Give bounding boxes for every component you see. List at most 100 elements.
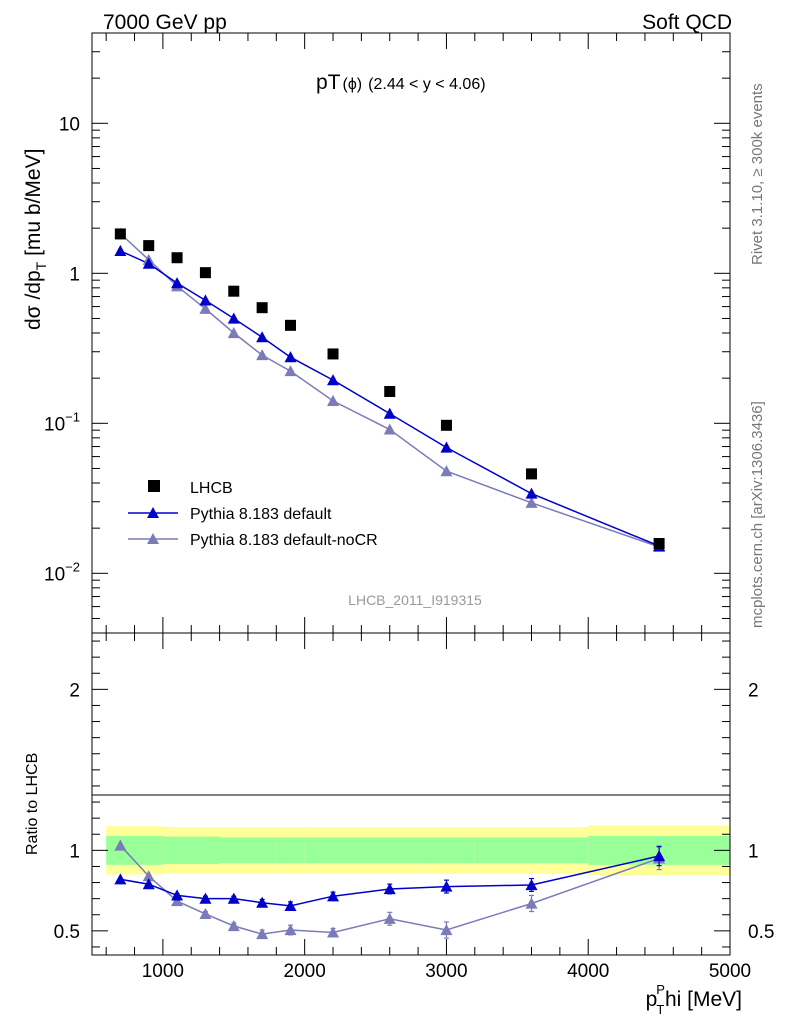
main-point-default [440, 441, 453, 453]
ratio-point-nocr [383, 912, 396, 924]
x-tick-label: 3000 [425, 961, 467, 982]
ratio-point-default [256, 896, 269, 908]
ratio-band-inner [474, 837, 589, 864]
main-series-markers [114, 227, 666, 552]
legend-marker-nocr [147, 533, 159, 544]
main-y-tick-base: 10 [44, 414, 65, 435]
main-point-lhcb [228, 285, 240, 297]
main-point-nocr [227, 327, 240, 339]
ratio-uncertainty-bands [106, 825, 730, 876]
x-tick-label: 4000 [567, 961, 609, 982]
ratio-y-tick-label-left: 0.5 [54, 922, 80, 943]
main-point-lhcb [114, 228, 126, 240]
ratio-y-tick-label-right: 0.5 [748, 922, 774, 943]
ratio-line-nocr [119, 844, 660, 935]
x-tick-label: 1000 [142, 961, 184, 982]
ratio-point-nocr [171, 895, 184, 907]
plot-title-phi: (ϕ) [343, 76, 363, 93]
main-point-nocr [284, 365, 297, 377]
main-point-nocr [440, 465, 453, 477]
y-label-main-unit: [mu b/MeV] [22, 149, 45, 262]
main-plot-frame [91, 32, 731, 634]
y-label-main-sub: T [33, 261, 49, 270]
ratio-y-tick-label-right: 1 [748, 841, 759, 862]
ratio-point-default [440, 880, 453, 892]
main-point-lhcb [384, 385, 396, 397]
ratio-band-inner [247, 837, 277, 864]
ratio-series-lines [119, 844, 660, 935]
ratio-point-nocr [114, 839, 127, 851]
main-point-default [114, 244, 127, 257]
main-line-nocr [119, 233, 660, 548]
main-point-default [327, 374, 340, 386]
legend-marker-default [147, 507, 159, 518]
mcplots-note: mcplots.cern.ch [arXiv:1306.3436] [749, 401, 766, 628]
main-point-nocr [327, 394, 340, 407]
x-label-p: p [646, 988, 658, 1011]
main-point-default [525, 487, 538, 499]
ratio-band-inner [191, 836, 220, 865]
ratio-point-default [383, 882, 396, 895]
ratio-point-nocr [227, 920, 240, 932]
ratio-point-nocr [440, 924, 453, 936]
main-y-tick-label: 10−1 [44, 409, 80, 435]
x-label-sup: P [656, 982, 665, 997]
x-axis-label: pTPhi [MeV] [646, 982, 742, 1017]
x-tick-label: 5000 [709, 961, 751, 982]
analysis-id: LHCB_2011_I919315 [348, 592, 482, 608]
main-point-lhcb [199, 267, 211, 279]
legend-label-lhcb: LHCB [190, 480, 233, 497]
ratio-point-nocr [284, 924, 297, 936]
main-y-tick-exp: −1 [65, 409, 80, 424]
ratio-y-tick-label-left: 2 [69, 680, 80, 701]
ratio-band-inner [304, 837, 362, 864]
ratio-point-default [199, 892, 212, 904]
ratio-point-nocr [142, 870, 155, 882]
main-point-lhcb [526, 468, 538, 480]
ratio-point-nocr [199, 907, 212, 920]
main-point-lhcb [440, 419, 452, 431]
legend-label-nocr: Pythia 8.183 default-noCR [190, 532, 378, 549]
plot-title: pT (ϕ) (2.44 < y < 4.06) [316, 71, 486, 94]
main-point-lhcb [284, 319, 296, 331]
y-axis-label-main: dσ /dpT [mu b/MeV] [22, 149, 49, 330]
ratio-band-inner [276, 837, 305, 864]
legend-label-default: Pythia 8.183 default [190, 506, 332, 523]
main-point-lhcb [171, 252, 183, 264]
main-point-lhcb [256, 302, 268, 314]
main-y-tick-label: 1 [69, 264, 80, 285]
main-point-default [227, 312, 240, 324]
ratio-band-inner [219, 837, 248, 864]
ratio-point-nocr [525, 897, 538, 909]
ratio-point-default [142, 878, 155, 890]
ratio-y-tick-label-right: 2 [748, 680, 759, 701]
ratio-point-default [327, 890, 340, 902]
plot-title-range: (2.44 < y < 4.06) [368, 76, 485, 93]
main-line-default [120, 250, 660, 547]
ratio-line-default [120, 855, 660, 907]
ratio-band-inner [361, 837, 419, 864]
main-y-tick-label: 10 [59, 114, 80, 135]
legend: LHCB Pythia 8.183 default Pythia 8.183 d… [128, 480, 378, 549]
ratio-point-default [227, 892, 240, 904]
main-point-default [142, 257, 155, 269]
x-tick-label: 2000 [284, 961, 326, 982]
main-point-nocr [199, 302, 212, 314]
main-point-lhcb [653, 538, 665, 550]
ratio-point-default [653, 849, 666, 862]
ratio-point-default [171, 889, 184, 901]
main-series-lines [119, 233, 660, 548]
main-point-lhcb [327, 348, 339, 360]
ratio-point-default [284, 899, 297, 911]
ratio-point-nocr [327, 926, 340, 938]
ratio-band-inner [418, 837, 475, 864]
main-point-nocr [383, 423, 396, 435]
x-label-unit: hi [MeV] [665, 988, 742, 1011]
main-y-tick-base: 10 [44, 564, 65, 585]
rivet-note: Rivet 3.1.10, ≥ 300k events [749, 83, 766, 265]
main-point-default [284, 351, 297, 363]
ratio-series-markers [114, 839, 666, 940]
main-point-lhcb [143, 240, 155, 252]
